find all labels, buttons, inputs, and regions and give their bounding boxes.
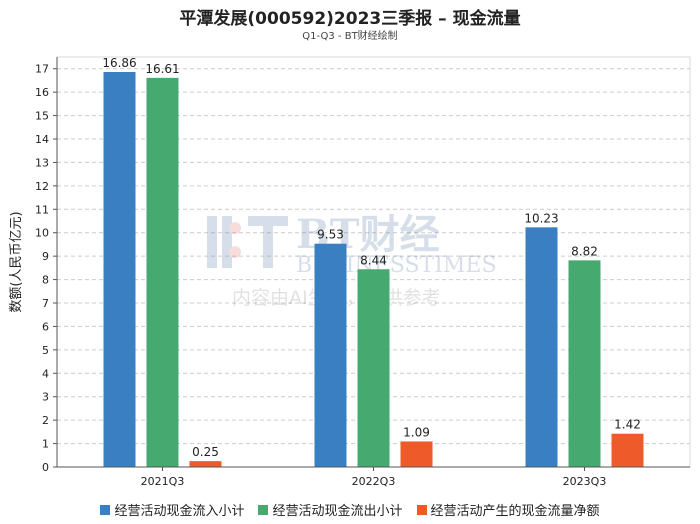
x-tick-label: 2022Q3: [352, 475, 396, 488]
y-tick-label: 4: [42, 367, 49, 380]
legend-item: 经营活动现金流入小计: [100, 500, 244, 519]
legend-label: 经营活动现金流入小计: [114, 504, 245, 519]
watermark-logo-bar: [263, 216, 273, 268]
watermark-logo-dot: [229, 246, 241, 258]
bar: [611, 433, 644, 467]
y-tick-label: 9: [42, 250, 49, 263]
x-tick-label: 2023Q3: [563, 475, 607, 488]
y-tick-label: 12: [35, 180, 49, 193]
bar: [103, 71, 136, 467]
watermark-logo-dot: [229, 222, 241, 234]
legend: 经营活动现金流入小计 经营活动现金流出小计 经营活动产生的现金流量净额: [0, 500, 700, 519]
y-tick-label: 13: [35, 156, 49, 169]
legend-label: 经营活动现金流出小计: [272, 504, 403, 519]
y-tick-label: 11: [35, 203, 49, 216]
x-tick-label: 2021Q3: [141, 475, 185, 488]
legend-label: 经营活动产生的现金流量净额: [430, 504, 600, 519]
y-axis-label: 数额(人民币亿元): [9, 211, 24, 312]
y-tick-label: 14: [35, 133, 49, 146]
legend-item: 经营活动产生的现金流量净额: [416, 500, 600, 519]
data-label: 10.23: [524, 211, 558, 225]
y-tick-label: 17: [35, 63, 49, 76]
y-tick-label: 2: [42, 414, 49, 427]
chart-title: 平潭发展(000592)2023三季报 – 现金流量: [179, 9, 521, 29]
bar: [189, 461, 222, 467]
y-tick-label: 6: [42, 320, 49, 333]
y-tick-label: 7: [42, 297, 49, 310]
legend-swatch: [416, 504, 427, 515]
bar: [525, 227, 558, 467]
y-tick-label: 8: [42, 274, 49, 287]
watermark-logo-bar: [222, 216, 232, 268]
bars: 16.86 16.61 0.25 9.53 8.44 1.09 10.23 8.82 1.42: [102, 56, 644, 467]
y-tick-label: 1: [42, 438, 49, 451]
data-label: 16.86: [102, 56, 136, 70]
y-tick-label: 5: [42, 344, 49, 357]
data-label: 16.61: [145, 62, 179, 76]
watermark-logo-bar: [248, 216, 288, 226]
chart-subtitle: Q1-Q3 - BT财经绘制: [302, 31, 398, 42]
legend-swatch: [100, 504, 111, 515]
bar: [400, 441, 433, 467]
bar: [568, 260, 601, 467]
bar: [314, 243, 347, 467]
legend-swatch: [258, 504, 269, 515]
y-tick-label: 16: [35, 86, 49, 99]
bar: [146, 77, 179, 467]
y-tick-label: 15: [35, 110, 49, 123]
data-label: 1.09: [403, 425, 430, 439]
legend-item: 经营活动现金流出小计: [258, 500, 403, 519]
watermark-logo-bar: [207, 216, 217, 268]
y-tick-label: 3: [42, 391, 49, 404]
data-label: 8.82: [571, 244, 598, 258]
bar: [357, 269, 390, 467]
data-label: 0.25: [192, 445, 219, 459]
y-tick-label: 10: [35, 227, 49, 240]
y-tick-label: 0: [42, 461, 49, 474]
data-label: 8.44: [360, 253, 387, 267]
watermark: BT财经 BUSINESSTIMES 内容由AI生成，仅供参考: [207, 211, 497, 309]
data-label: 1.42: [614, 418, 641, 432]
data-label: 9.53: [317, 228, 344, 242]
